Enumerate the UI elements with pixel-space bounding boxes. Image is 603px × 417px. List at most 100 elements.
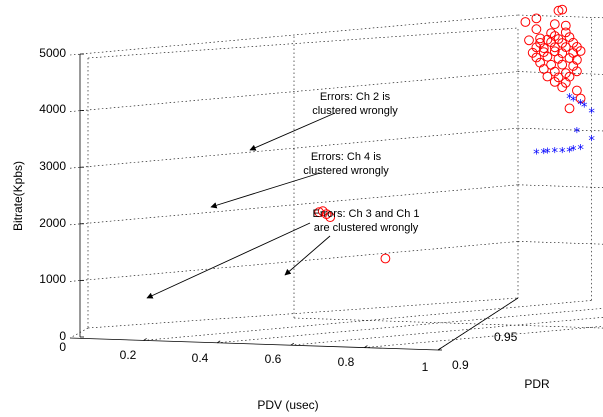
- data-point-circle: [542, 51, 553, 62]
- data-point-star: *: [574, 126, 581, 141]
- data-point-circle: [546, 37, 556, 47]
- data-point-star: *: [541, 147, 548, 162]
- data-point-circle: [317, 206, 328, 217]
- gridlines: [69, 14, 603, 348]
- annotation-text: Errors: Ch 2 is: [320, 91, 391, 103]
- gridline: [517, 241, 603, 245]
- data-point-circle: [575, 93, 586, 104]
- annotation-text: are clustered wrongly: [314, 222, 419, 234]
- gridline: [217, 308, 603, 344]
- x-tick-label-origin: 0: [59, 340, 66, 354]
- z-tick-label: 5000: [39, 46, 66, 60]
- data-point-circle: [538, 43, 549, 53]
- data-point-circle: [553, 5, 564, 16]
- z-tick-label: 3000: [39, 159, 66, 173]
- annotation-text: Errors: Ch 3 and Ch 1: [313, 208, 420, 220]
- arrow-to-ch3: [146, 222, 311, 299]
- data-point-star: *: [544, 147, 551, 162]
- floor-left-edge: [69, 327, 89, 339]
- gridline: [69, 14, 519, 56]
- data-point-circle: [524, 35, 534, 46]
- y-tick-labels: 0.9 0.95: [452, 330, 518, 372]
- data-point-circle: [572, 66, 582, 77]
- data-point-circle: [549, 77, 560, 87]
- tick-mark: [143, 338, 147, 341]
- data-point-circle: [549, 42, 560, 53]
- data-point-circle: [560, 20, 571, 31]
- z-axis-label: Bitrate(Kpbs): [11, 161, 25, 231]
- y-tick-label: 0.9: [452, 358, 469, 372]
- y-tick-label: 0.95: [494, 330, 518, 344]
- gridline: [517, 184, 603, 188]
- data-point-circle: [325, 212, 336, 223]
- x-tick-label: 1: [422, 360, 429, 374]
- floor-back-edge: [87, 297, 519, 329]
- data-point-circle: [542, 71, 553, 82]
- data-point-circle: [321, 209, 332, 220]
- data-point-star: *: [577, 98, 584, 113]
- annotation-text: clustered wrongly: [303, 165, 389, 177]
- data-point-star: *: [581, 101, 588, 116]
- data-point-circle: [575, 46, 586, 56]
- data-point-circle: [531, 24, 542, 35]
- tick-mark: [364, 345, 368, 348]
- z-tick-label: 4000: [39, 102, 66, 116]
- data-point-star: *: [577, 143, 584, 158]
- data-point-circle: [531, 52, 542, 63]
- annotation-text: clustered wrongly: [312, 105, 398, 117]
- tick-mark: [290, 342, 295, 346]
- z-tick-labels: 5000 4000 3000 2000 1000 0: [39, 46, 66, 343]
- data-point-circle: [549, 19, 560, 30]
- data-point-star: *: [588, 107, 595, 122]
- data-point-star: *: [570, 95, 577, 110]
- data-point-circle: [564, 103, 575, 114]
- x-tick-label: 0.4: [192, 351, 209, 365]
- gridline: [517, 71, 603, 75]
- data-point-star: *: [566, 92, 573, 107]
- data-point-circle: [380, 253, 391, 264]
- data-point-circle: [531, 13, 542, 24]
- x-tick-label: 0.6: [265, 352, 282, 366]
- tick-mark: [216, 340, 221, 344]
- x-axis-label: PDV (usec): [257, 398, 318, 412]
- data-point-circle: [568, 61, 579, 71]
- data-point-circle: [557, 59, 568, 70]
- gridline: [517, 14, 603, 19]
- data-point-circle: [564, 53, 575, 63]
- data-point-circle: [553, 53, 564, 64]
- gridline: [290, 317, 603, 346]
- annotation-ch4: Errors: Ch 4 is clustered wrongly: [303, 151, 389, 177]
- annotation-ch3-ch1: Errors: Ch 3 and Ch 1 are clustered wron…: [313, 208, 420, 234]
- data-point-circle: [557, 82, 568, 93]
- data-point-circle: [549, 66, 560, 77]
- arrow-to-ch1: [284, 235, 331, 276]
- y-axis-label: PDR: [524, 377, 550, 391]
- arrow-to-ch2: [249, 112, 336, 151]
- x-tick-labels: 0 0.2 0.4 0.6 0.8 1: [59, 340, 428, 374]
- axes: [69, 54, 519, 351]
- annotation-text: Errors: Ch 4 is: [311, 151, 382, 163]
- back-walls: [69, 27, 519, 351]
- data-point-circle: [560, 68, 571, 79]
- y-axis-line: [437, 297, 519, 351]
- data-point-star: *: [566, 146, 573, 161]
- annotation-arrows: [146, 112, 336, 299]
- data-point-circle: [531, 42, 542, 53]
- gridline: [517, 127, 603, 132]
- gridline: [364, 325, 603, 348]
- data-point-star: *: [552, 146, 559, 161]
- z-tick-label: 1000: [39, 272, 66, 286]
- data-point-star: *: [559, 146, 566, 161]
- data-point-circle: [557, 4, 568, 15]
- annotation-ch2: Errors: Ch 2 is clustered wrongly: [312, 91, 398, 117]
- arrow-to-ch4: [210, 172, 321, 209]
- data-point-star: *: [570, 144, 577, 159]
- gridline: [69, 71, 519, 112]
- data-point-circle: [572, 85, 582, 96]
- data-point-circle: [535, 33, 545, 44]
- tick-marks: [80, 53, 442, 351]
- x-tick-label: 0.8: [338, 355, 355, 369]
- z-tick-label: 0: [59, 329, 66, 343]
